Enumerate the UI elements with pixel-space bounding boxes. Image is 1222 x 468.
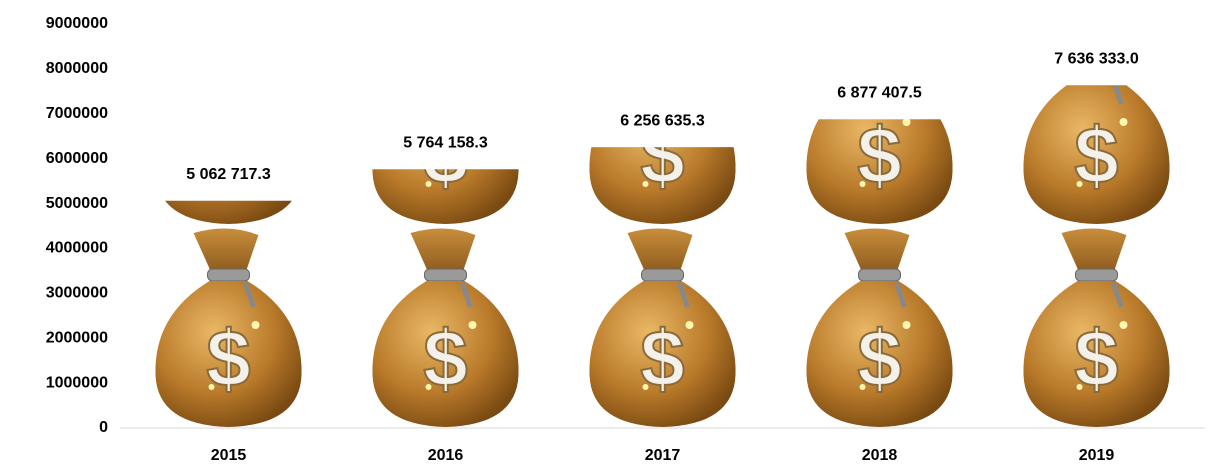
- bar: [371, 169, 521, 428]
- x-tick-label: 2015: [211, 447, 247, 464]
- value-label: 7 636 333.0: [1054, 50, 1139, 67]
- x-tick-label: 2018: [862, 447, 898, 464]
- y-tick-label: 8000000: [46, 60, 108, 77]
- y-tick-label: 6000000: [46, 150, 108, 167]
- y-tick-label: 3000000: [46, 285, 108, 302]
- y-tick-label: 9000000: [46, 15, 108, 32]
- y-tick-label: 0: [99, 419, 108, 436]
- y-tick-label: 7000000: [46, 105, 108, 122]
- x-tick-label: 2016: [428, 447, 464, 464]
- bar: [805, 119, 955, 428]
- chart: $ 01000000200000030000004000000500000060…: [0, 0, 1222, 468]
- y-tick-label: 5000000: [46, 195, 108, 212]
- y-tick-label: 1000000: [46, 374, 108, 391]
- bar: [1022, 85, 1172, 428]
- value-label: 5 062 717.3: [186, 166, 271, 183]
- bar: [588, 147, 738, 428]
- y-tick-label: 2000000: [46, 329, 108, 346]
- value-label: 6 256 635.3: [620, 112, 705, 129]
- y-tick-label: 4000000: [46, 240, 108, 257]
- x-tick-label: 2017: [645, 447, 681, 464]
- x-tick-label: 2019: [1079, 447, 1115, 464]
- value-label: 5 764 158.3: [403, 134, 488, 151]
- bar: [154, 201, 304, 428]
- value-label: 6 877 407.5: [837, 84, 922, 101]
